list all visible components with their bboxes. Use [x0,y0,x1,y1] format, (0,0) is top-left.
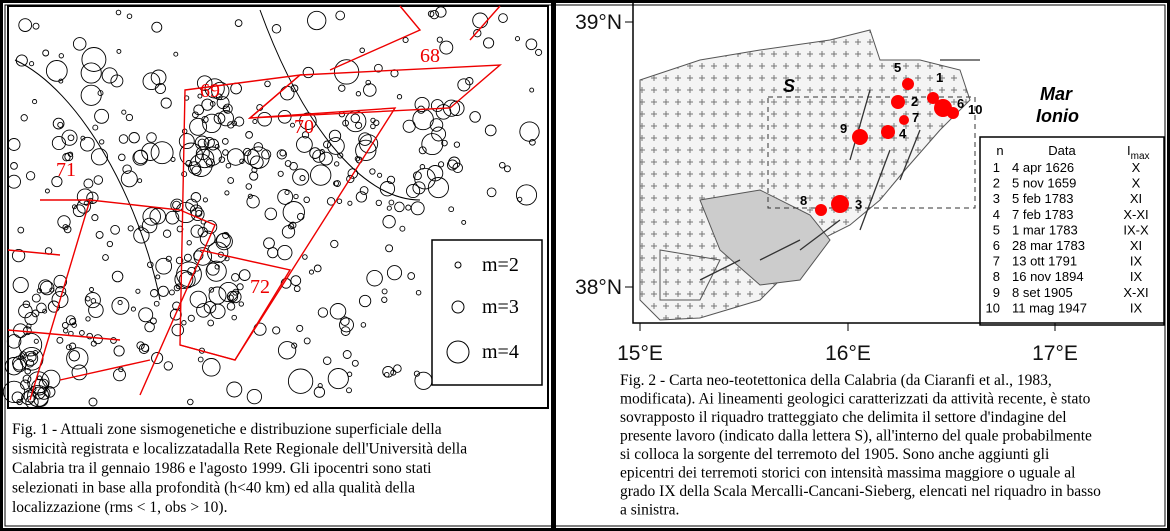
epicenter [899,115,909,125]
lon-label: 15°E [617,342,663,365]
zone-label: 72 [250,276,270,298]
caption-line: Fig. 2 - Carta neo-teotettonica della Ca… [620,372,1052,389]
epicenter [891,95,905,109]
table-cell: 5 [993,222,1000,237]
point-label: 5 [894,60,901,75]
table-cell: 11 mag 1947 [1012,300,1087,315]
caption-line: sovrapposto il riquadro tratteggiato che… [620,409,1067,426]
table-cell: 13 ott 1791 [1012,254,1077,269]
point-label: 8 [800,193,807,208]
epicenter [947,107,959,119]
epicenter [831,195,849,213]
sector-label: S [783,76,795,96]
caption: Fig. 1 - Attuali zone sismogenetiche e d… [12,421,467,516]
epicenter [881,125,895,139]
table-cell: IX [1130,254,1143,269]
zone-label: 71 [56,159,76,181]
table-cell: 10 [986,300,1000,315]
sea-label: Ionio [1036,106,1079,126]
page: 68 69 70 71 72 m=2 m=3 m=4 Fig. 1 - Attu… [0,0,1170,531]
point-label: 1 [936,70,943,85]
divider [551,0,556,531]
seismicity-map: 68 69 70 71 72 m=2 m=3 m=4 [3,6,548,408]
point-label: 4 [899,126,907,141]
caption-line: presente lavoro (indicato dalla lettera … [620,428,1092,445]
caption-line: si colloca la sorgente del terremoto del… [620,446,1050,463]
point-label: 3 [855,197,862,212]
table-cell: X [1132,176,1141,191]
table-cell: 4 [993,207,1000,222]
caption-line: a sinistra. [620,502,679,519]
caption-line: sismicità registrata e localizzatadalla … [12,441,467,458]
table-cell: IX [1130,269,1143,284]
table-cell: 4 apr 1626 [1012,160,1074,175]
table-cell: IX-X [1123,222,1149,237]
caption-line: Calabria tra il gennaio 1986 e l'agosto … [12,460,432,477]
table-cell: 5 feb 1783 [1012,191,1073,206]
zone-label: 70 [294,116,314,138]
zone-label: 68 [420,45,440,67]
lon-label: 16°E [825,342,871,365]
lon-label: 17°E [1032,342,1078,365]
zone-label: 69 [200,80,220,102]
legend-label: m=2 [482,254,519,276]
epicenter [902,78,914,90]
caption-line: grado IX della Scala Mercalli-Cancani-Si… [620,483,1101,500]
table-cell: XI [1130,191,1142,206]
table-header: n [996,143,1003,158]
caption-line: selezionati in base alla profondità (h<4… [12,480,415,497]
table-cell: 28 mar 1783 [1012,238,1085,253]
table-header: Data [1048,143,1076,158]
table-cell: X-XI [1123,207,1148,222]
point-label: 9 [840,121,847,136]
table-cell: 7 [993,254,1000,269]
table-cell: 8 [993,269,1000,284]
table-cell: IX [1130,300,1143,315]
point-label: 2 [911,94,918,109]
table-cell: 7 feb 1783 [1012,207,1073,222]
caption: Fig. 2 - Carta neo-teotettonica della Ca… [620,372,1101,519]
table-cell: 3 [993,191,1000,206]
table-cell: 5 nov 1659 [1012,176,1076,191]
legend-label: m=3 [482,296,519,318]
table-cell: 6 [993,238,1000,253]
table-cell: X-XI [1123,285,1148,300]
epicenter [852,129,868,145]
caption-line: Fig. 1 - Attuali zone sismogenetiche e d… [12,421,442,438]
table-cell: 2 [993,176,1000,191]
point-label: 6 [957,96,964,111]
legend-label: m=4 [482,341,519,363]
table-cell: X [1132,160,1141,175]
point-label: 10 [968,102,982,117]
epicenter [815,204,827,216]
table-cell: 8 set 1905 [1012,285,1073,300]
table-cell: 9 [993,285,1000,300]
caption-line: epicentri dei terremoti storici con inte… [620,465,1075,482]
point-label: 7 [912,110,919,125]
table-cell: 16 nov 1894 [1012,269,1084,284]
table-cell: XI [1130,238,1142,253]
caption-line: localizzazione (rms < 1, obs > 10). [12,499,227,516]
lat-label: 39°N [575,11,622,34]
lat-label: 38°N [575,276,622,299]
table-cell: 1 [993,160,1000,175]
table-cell: 1 mar 1783 [1012,222,1078,237]
caption-line: modificata). Ai lineamenti geologici car… [620,391,1091,408]
sea-label: Mar [1040,84,1073,104]
